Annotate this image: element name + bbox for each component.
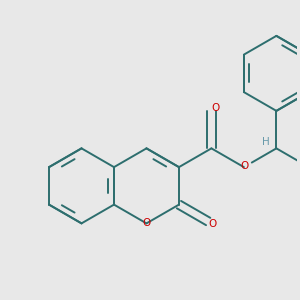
Text: O: O	[212, 103, 220, 113]
Text: O: O	[241, 161, 249, 171]
Text: H: H	[262, 137, 270, 148]
Text: O: O	[208, 219, 216, 229]
Text: O: O	[142, 218, 151, 228]
